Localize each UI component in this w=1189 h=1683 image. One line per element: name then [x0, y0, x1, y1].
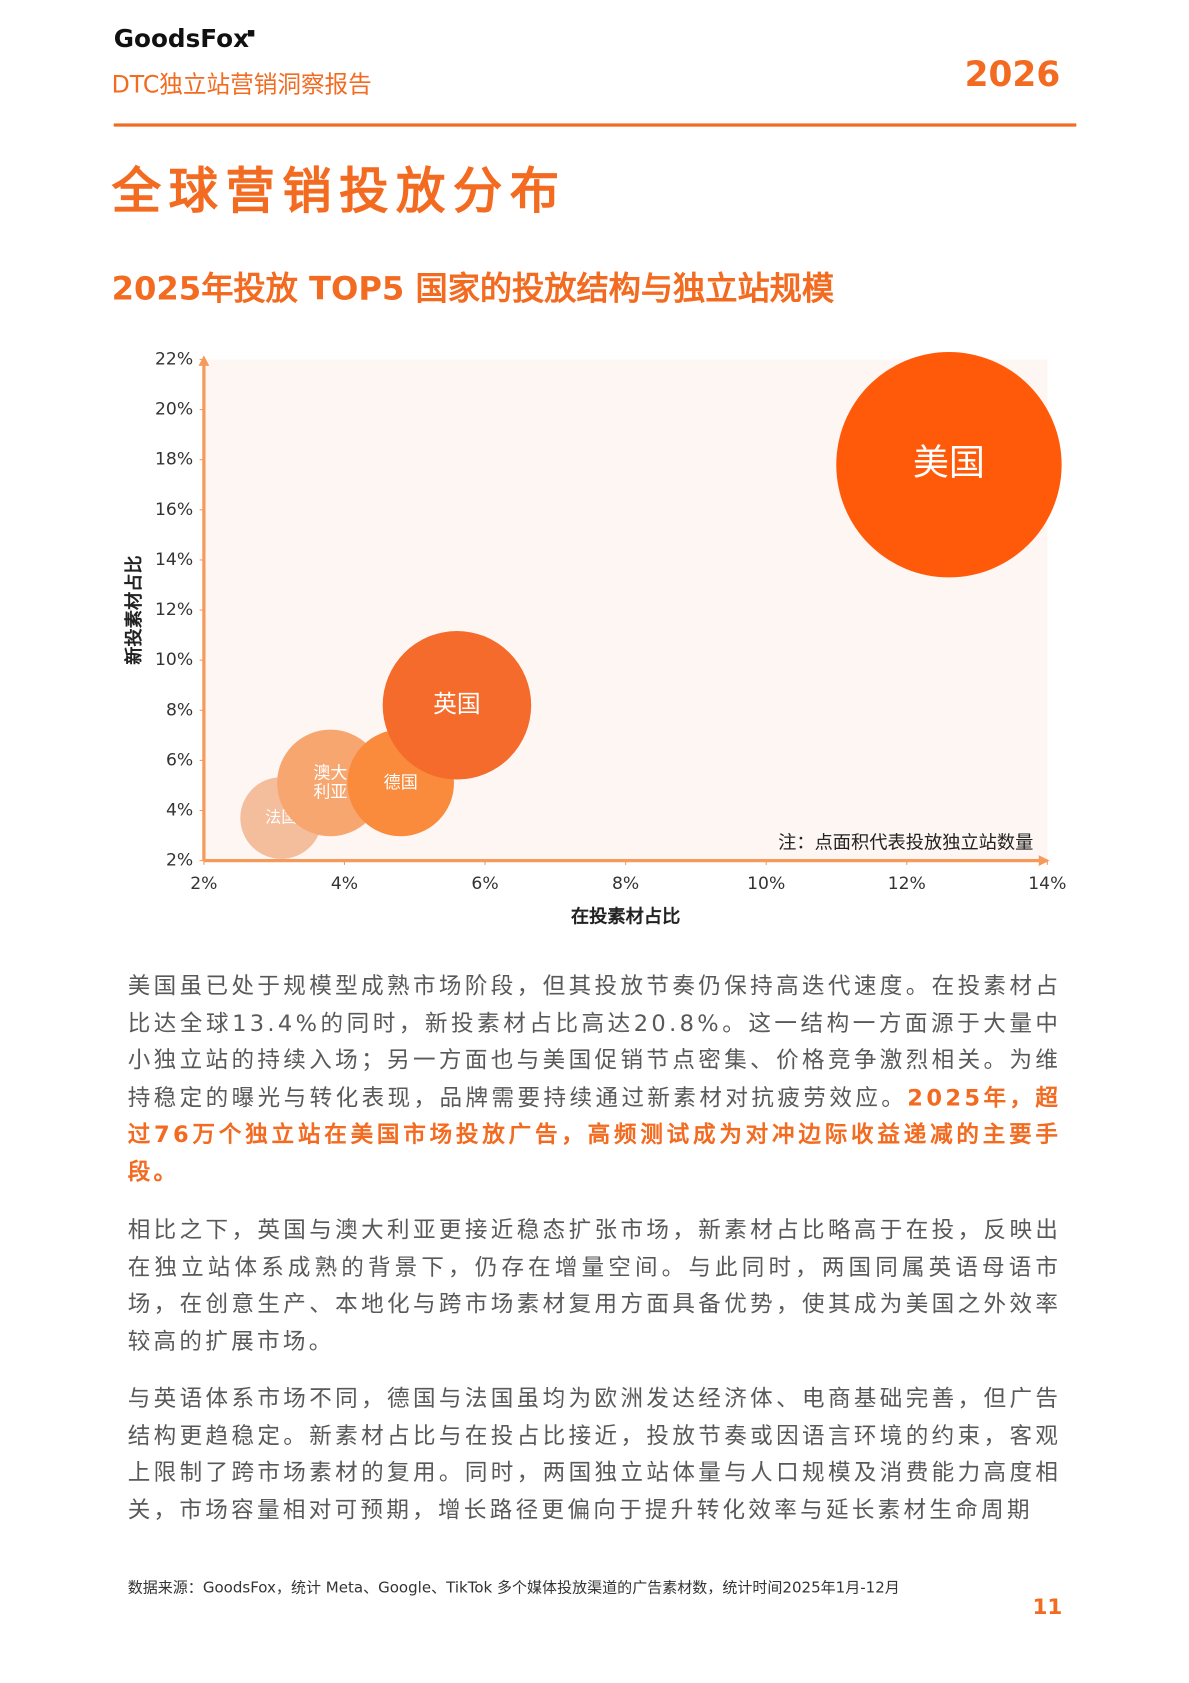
chart: 2% 4% 6% 8% 10% 12% 14% 2% 4% 6% 8% 10% 12% 14% 16% 18%… — [123, 349, 1066, 928]
y-tick-label: 12% — [155, 600, 193, 620]
y-tick-label: 6% — [166, 750, 193, 770]
source: 数据来源：GoodsFox，统计 Meta、Google、TikTok 多个媒体… — [127, 1579, 900, 1597]
x-tick-label: 4% — [331, 874, 358, 894]
bubble-label: 利亚 — [313, 782, 347, 802]
y-tick-label: 14% — [155, 550, 193, 570]
paragraph-text: 相比之下，英国与澳大利亚更接近稳态扩张市场，新素材占比略高于在投，反映出在独立站… — [127, 1216, 1062, 1354]
y-tick-label: 16% — [155, 500, 193, 520]
paragraph: 相比之下，英国与澳大利亚更接近稳态扩张市场，新素材占比略高于在投，反映出在独立站… — [128, 1212, 1062, 1360]
paragraph: 与英语体系市场不同，德国与法国虽均为欧洲发达经济体、电商基础完善，但广告结构更趋… — [128, 1380, 1062, 1528]
x-tick-label: 12% — [888, 874, 926, 894]
brand-mark — [247, 30, 255, 37]
bubble-label: 英国 — [433, 690, 481, 718]
bubble-label: 澳大 — [313, 764, 347, 784]
paragraph-highlight: 2025年，超过76万个独立站在美国市场投放广告，高频测试成为对冲边际收益递减的… — [127, 1084, 1062, 1185]
y-tick-label: 4% — [166, 801, 193, 821]
bubble-label: 美国 — [913, 442, 985, 484]
y-axis-title: 新投素材占比 — [123, 555, 145, 664]
y-arrow — [198, 355, 210, 366]
y-tick-label: 8% — [166, 700, 193, 720]
bubble-label: 德国 — [384, 773, 418, 793]
x-tick-label: 10% — [747, 874, 785, 894]
y-tick-label: 20% — [155, 400, 193, 420]
x-tick-label: 8% — [612, 874, 639, 894]
page-title: 全球营销投放分布 — [111, 162, 567, 220]
y-tick-label: 2% — [166, 851, 193, 871]
note: 注：点面积代表投放独立站数量 — [778, 832, 1033, 853]
y-tick-label: 22% — [155, 349, 193, 369]
x-axis-title: 在投素材占比 — [571, 906, 680, 928]
page-number: 11 — [1032, 1593, 1063, 1620]
brand: GoodsFox — [113, 25, 250, 54]
y-tick-label: 18% — [155, 450, 193, 470]
report-name: DTC独立站营销洞察报告 — [111, 71, 372, 99]
paragraph-text: 美国虽已处于规模型成熟市场阶段，但其投放节奏仍保持高迭代速度。在投素材占比达全球… — [127, 973, 1062, 1111]
y-tick-label: 10% — [155, 650, 193, 670]
x-tick-label: 6% — [471, 874, 498, 894]
x-tick-label: 2% — [190, 874, 217, 894]
bubble — [382, 631, 532, 780]
x-arrow — [1038, 855, 1050, 866]
x-tick-label: 14% — [1028, 874, 1066, 894]
bubble — [836, 352, 1062, 578]
paragraph-text: 与英语体系市场不同，德国与法国虽均为欧洲发达经济体、电商基础完善，但广告结构更趋… — [127, 1385, 1062, 1523]
chart-title: 2025年投放 TOP5 国家的投放结构与独立站规模 — [111, 270, 835, 308]
divider — [113, 123, 1077, 127]
paragraph: 美国虽已处于规模型成熟市场阶段，但其投放节奏仍保持高迭代速度。在投素材占比达全球… — [128, 968, 1062, 1190]
year: 2026 — [964, 53, 1061, 95]
